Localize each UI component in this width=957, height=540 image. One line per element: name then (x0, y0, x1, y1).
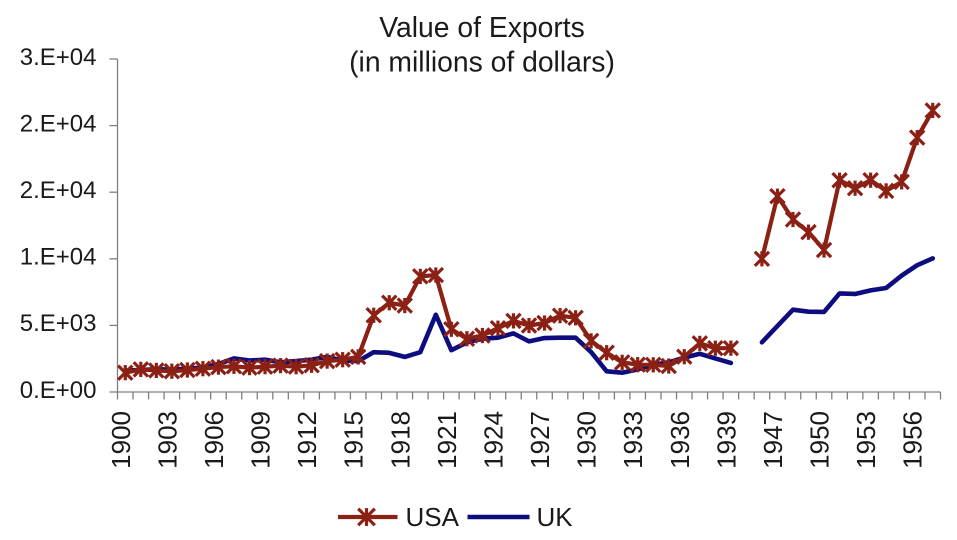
svg-text:1933: 1933 (618, 411, 648, 469)
svg-text:2.E+04: 2.E+04 (20, 110, 97, 137)
svg-text:1900: 1900 (106, 411, 136, 469)
svg-text:1953: 1953 (851, 411, 881, 469)
svg-text:1927: 1927 (525, 411, 555, 469)
svg-text:1.E+04: 1.E+04 (20, 244, 97, 271)
svg-text:USA: USA (406, 502, 460, 532)
svg-text:0.E+00: 0.E+00 (20, 377, 97, 404)
svg-text:1924: 1924 (478, 411, 508, 469)
svg-text:1936: 1936 (665, 411, 695, 469)
svg-text:UK: UK (537, 502, 574, 532)
svg-text:1912: 1912 (292, 411, 322, 469)
svg-text:(in millions of dollars): (in millions of dollars) (349, 46, 615, 78)
svg-text:3.E+04: 3.E+04 (20, 44, 97, 71)
svg-text:5.E+03: 5.E+03 (20, 310, 97, 337)
svg-text:1950: 1950 (805, 411, 835, 469)
svg-text:1956: 1956 (898, 411, 928, 469)
svg-text:1909: 1909 (246, 411, 276, 469)
svg-text:1906: 1906 (199, 411, 229, 469)
svg-text:1921: 1921 (432, 411, 462, 469)
svg-text:Value of Exports: Value of Exports (379, 11, 585, 43)
svg-text:2.E+04: 2.E+04 (20, 177, 97, 204)
svg-text:1903: 1903 (152, 411, 182, 469)
svg-text:1918: 1918 (385, 411, 415, 469)
svg-text:1930: 1930 (572, 411, 602, 469)
svg-text:1939: 1939 (711, 411, 741, 469)
svg-text:1915: 1915 (339, 411, 369, 469)
svg-text:1947: 1947 (758, 411, 788, 469)
